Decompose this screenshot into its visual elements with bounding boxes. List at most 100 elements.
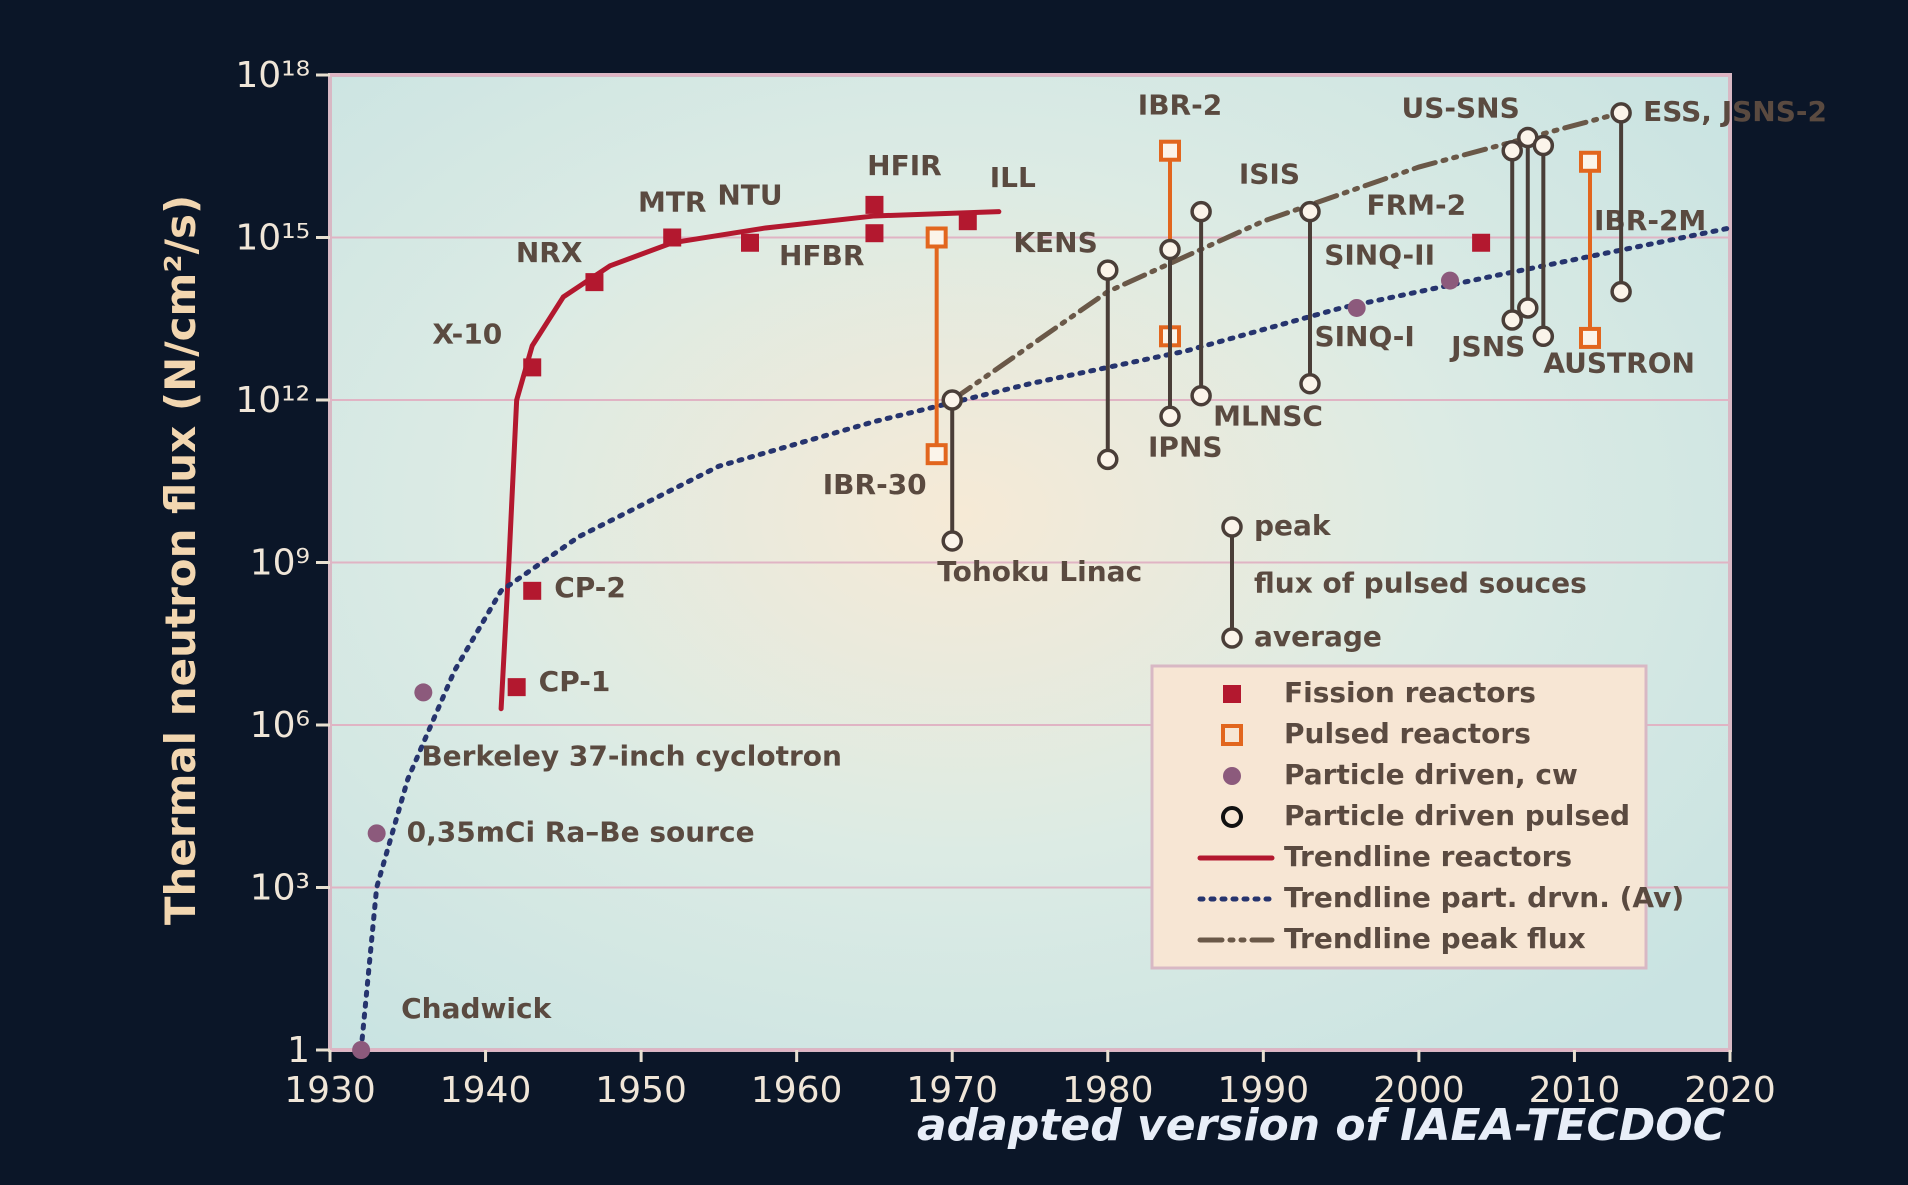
marker [1532,325,1555,348]
x-tick-label: 2000 [1373,1070,1465,1111]
data-point: ILL [958,161,1036,231]
point-label: Berkeley 37-inch cyclotron [421,739,842,772]
data-point: SINQ-II [1324,239,1459,290]
legend-swatch [1223,685,1241,703]
point-label: 0,35mCi Ra–Be source [407,815,755,848]
marker [523,358,542,377]
marker [741,233,759,252]
marker [367,824,386,843]
legend-label: Fission reactors [1284,676,1536,709]
point-label: IBR-2M [1594,204,1706,237]
point-label: IPNS [1148,430,1223,463]
marker [865,195,884,214]
legend: Fission reactors Pulsed reactors Particle … [1150,664,1684,970]
point-label: IBR-2 [1138,89,1222,122]
point-label: Tohoku Linac [937,555,1142,588]
x-tick-label: 1950 [595,1070,687,1111]
y-tick-label: 10¹² [235,380,310,421]
marker [865,224,884,243]
marker [663,228,682,247]
marker [1532,134,1555,157]
marker [1610,102,1632,124]
y-tick-label: 10⁹ [250,543,310,584]
marker [1190,200,1212,223]
marker [1610,280,1632,303]
point-label: ILL [990,161,1036,194]
data-point: Chadwick [352,992,553,1059]
point-label: X-10 [432,317,502,350]
key-marker [1221,627,1243,649]
x-tick-label: 1980 [1062,1070,1154,1111]
marker [1097,448,1119,471]
legend-box [1150,664,1648,970]
marker [414,683,433,702]
marker [941,389,963,411]
marker [1472,233,1491,252]
trendline [358,225,1733,1053]
y-tick-label: 1 [287,1030,310,1071]
pulsed-source: MLNSC [1190,200,1323,433]
marker [523,581,542,600]
point-label: ISIS [1239,158,1300,191]
marker [925,443,948,466]
data-point: SINQ-I [1314,298,1415,353]
marker [1299,372,1321,395]
legend-label: Particle driven pulsed [1284,799,1630,832]
legend-swatch [1221,724,1243,746]
marker [941,530,963,552]
y-tick-label: 10¹⁸ [235,55,310,96]
point-label: SINQ-I [1314,320,1414,353]
pulsed-source: AUSTRON [1532,134,1695,379]
point-label: CP-2 [554,571,626,604]
point-label: Chadwick [401,992,552,1025]
point-label: NTU [717,179,782,212]
marker [1441,271,1459,290]
marker [1501,139,1523,162]
marker [1517,297,1539,319]
key-text: average [1254,620,1382,653]
source-note: adapted version of IAEA-TECDOC [917,1100,1725,1151]
data-point: HFIR [865,149,942,214]
x-tick-label: 1960 [751,1070,843,1111]
point-label: ESS, JSNS-2 [1643,95,1827,128]
point-label: JSNS [1449,330,1525,363]
legend-swatch [1221,806,1243,828]
trendline [949,110,1624,403]
key-text: flux of pulsed souces [1254,567,1587,600]
pulsed-source: US-SNS [1401,92,1539,319]
marker [507,678,526,697]
pulsed-source: JSNS [1449,139,1525,363]
legend-label: Trendline part. drvn. (Av) [1284,881,1684,914]
x-tick-label: 1930 [284,1070,376,1111]
legend-label: Particle driven, cw [1284,758,1578,791]
y-tick-label: 10³ [250,868,310,909]
marker [1501,309,1523,331]
pulsed-source: ESS, JSNS-2 [1610,95,1827,303]
pulsed-source: IPNS [1148,238,1223,463]
data-point: HFBR [779,224,884,272]
data-point: Berkeley 37-inch cyclotron [414,683,842,772]
pulsed-source: ISIS [1239,158,1321,395]
x-tick-label: 1970 [906,1070,998,1111]
data-point: MTR [638,186,707,247]
marker [585,273,604,292]
point-label: SINQ-II [1324,239,1435,272]
x-tick-label: 1940 [440,1070,532,1111]
marker [1159,139,1181,162]
data-point: FRM-2 [1366,189,1491,252]
point-label: HFIR [867,149,942,182]
y-tick-label: 10⁶ [250,705,310,746]
data-point: 0,35mCi Ra–Be source [367,815,755,848]
marker [1299,200,1321,223]
marker [1159,405,1181,428]
pulsed-source: KENS [1013,226,1119,471]
point-label: MTR [638,186,707,219]
marker [1159,238,1181,261]
point-label: US-SNS [1401,92,1519,125]
marker [1190,384,1212,407]
point-label: KENS [1013,226,1097,259]
key-marker [1221,516,1243,538]
point-label: FRM-2 [1366,189,1466,222]
point-label: HFBR [779,239,864,272]
